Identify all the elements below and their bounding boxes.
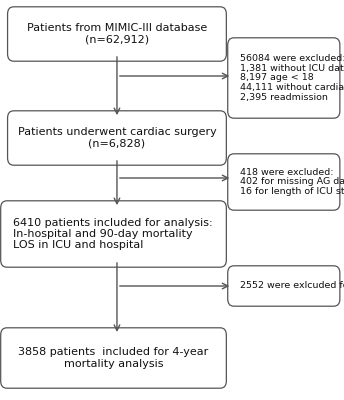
Text: 8,197 age < 18: 8,197 age < 18 xyxy=(240,74,314,82)
FancyBboxPatch shape xyxy=(228,154,340,210)
Text: 6410 patients included for analysis:: 6410 patients included for analysis: xyxy=(13,218,213,228)
Text: 44,111 without cardiac surgery: 44,111 without cardiac surgery xyxy=(240,83,344,92)
FancyBboxPatch shape xyxy=(8,111,226,165)
FancyBboxPatch shape xyxy=(228,38,340,118)
Text: 1,381 without ICU data: 1,381 without ICU data xyxy=(240,64,344,73)
Text: 418 were excluded:: 418 were excluded: xyxy=(240,168,334,177)
FancyBboxPatch shape xyxy=(1,328,226,388)
Text: 2,395 readmission: 2,395 readmission xyxy=(240,92,328,102)
Text: 402 for missing AG data at ICU admission: 402 for missing AG data at ICU admission xyxy=(240,178,344,186)
Text: Patients underwent cardiac surgery: Patients underwent cardiac surgery xyxy=(18,127,216,137)
Text: LOS in ICU and hospital: LOS in ICU and hospital xyxy=(13,240,143,250)
FancyBboxPatch shape xyxy=(228,266,340,306)
FancyBboxPatch shape xyxy=(8,7,226,61)
Text: Patients from MIMIC-III database: Patients from MIMIC-III database xyxy=(27,23,207,33)
Text: (n=62,912): (n=62,912) xyxy=(85,34,149,44)
Text: In-hospital and 90-day mortality: In-hospital and 90-day mortality xyxy=(13,229,193,239)
Text: mortality analysis: mortality analysis xyxy=(64,358,163,369)
Text: 16 for length of ICU stay < 24h: 16 for length of ICU stay < 24h xyxy=(240,187,344,196)
Text: (n=6,828): (n=6,828) xyxy=(88,139,146,149)
Text: 2552 were exlcuded for insufficent follow-up: 2552 were exlcuded for insufficent follo… xyxy=(240,282,344,290)
FancyBboxPatch shape xyxy=(1,201,226,267)
Text: 56084 were excluded:: 56084 were excluded: xyxy=(240,54,344,64)
Text: 3858 patients  included for 4-year: 3858 patients included for 4-year xyxy=(18,347,209,358)
